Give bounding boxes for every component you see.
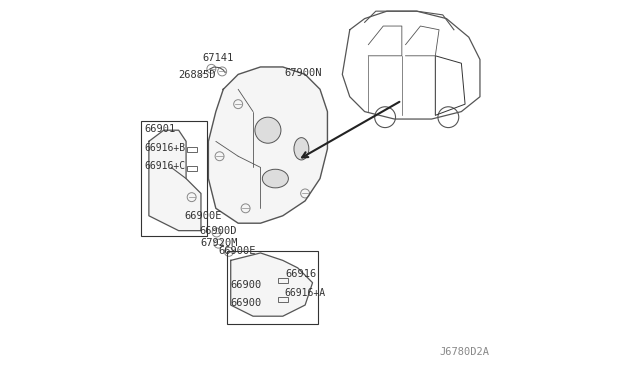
Text: 66916: 66916 — [286, 269, 317, 279]
Polygon shape — [149, 130, 201, 231]
Text: 67141: 67141 — [203, 53, 234, 63]
Text: 67900N: 67900N — [285, 68, 322, 78]
Bar — [278, 297, 287, 302]
Text: 66900: 66900 — [231, 298, 262, 308]
Text: 66900E: 66900E — [219, 246, 256, 256]
Ellipse shape — [262, 169, 289, 188]
Text: 66901: 66901 — [145, 124, 175, 134]
Text: 66900E: 66900E — [184, 211, 221, 221]
Text: J6780D2A: J6780D2A — [439, 347, 489, 357]
Text: 66900D: 66900D — [199, 226, 237, 236]
Text: 67920M: 67920M — [200, 237, 237, 247]
Text: 26885D: 26885D — [178, 70, 216, 80]
Bar — [187, 147, 197, 153]
Bar — [278, 278, 287, 283]
Ellipse shape — [294, 138, 309, 160]
Text: 66916+C: 66916+C — [145, 161, 186, 171]
Text: 66916+B: 66916+B — [145, 142, 186, 153]
Polygon shape — [231, 253, 312, 316]
Polygon shape — [209, 67, 328, 223]
Text: 66900: 66900 — [231, 280, 262, 290]
Circle shape — [255, 117, 281, 143]
Text: 66916+A: 66916+A — [284, 288, 325, 298]
Bar — [187, 166, 197, 171]
